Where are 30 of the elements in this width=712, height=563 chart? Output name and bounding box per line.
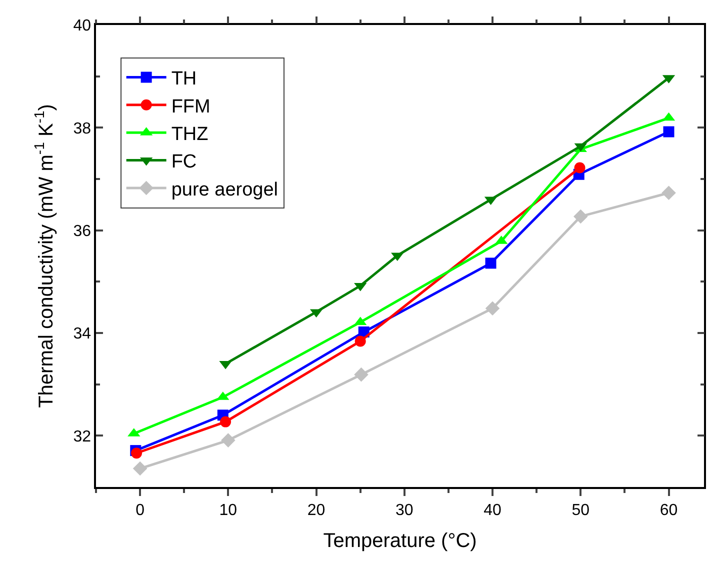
- legend-label: THZ: [171, 124, 209, 145]
- point: [220, 416, 232, 428]
- point: [485, 258, 496, 269]
- x-tick-label: 10: [219, 502, 238, 519]
- y-tick-label: 40: [73, 18, 92, 35]
- legend-label: pure aerogel: [171, 179, 278, 200]
- point: [354, 367, 368, 382]
- y-tick-label: 32: [73, 428, 92, 446]
- x-tick-label: 50: [572, 502, 590, 519]
- y-tick-label: 36: [73, 222, 92, 240]
- x-tick-label: 20: [307, 502, 326, 519]
- point: [663, 126, 674, 138]
- point: [574, 162, 586, 174]
- point: [132, 461, 148, 476]
- point: [573, 209, 588, 224]
- x-tick-label: 40: [484, 502, 502, 519]
- point: [662, 186, 676, 200]
- x-tick-label: 60: [660, 502, 678, 519]
- x-axis-title: Temperature (°C): [323, 530, 477, 552]
- point: [354, 336, 366, 347]
- legend-label: FFM: [171, 96, 210, 118]
- point: [131, 448, 142, 459]
- x-tick-label: 30: [396, 502, 414, 519]
- y-tick-label: 34: [73, 326, 92, 343]
- x-tick-label: 0: [136, 502, 145, 519]
- point: [485, 301, 500, 316]
- legend-label: TH: [171, 68, 197, 90]
- legend-label: FC: [171, 152, 197, 173]
- point: [221, 433, 236, 448]
- y-tick-label: 38: [73, 120, 92, 138]
